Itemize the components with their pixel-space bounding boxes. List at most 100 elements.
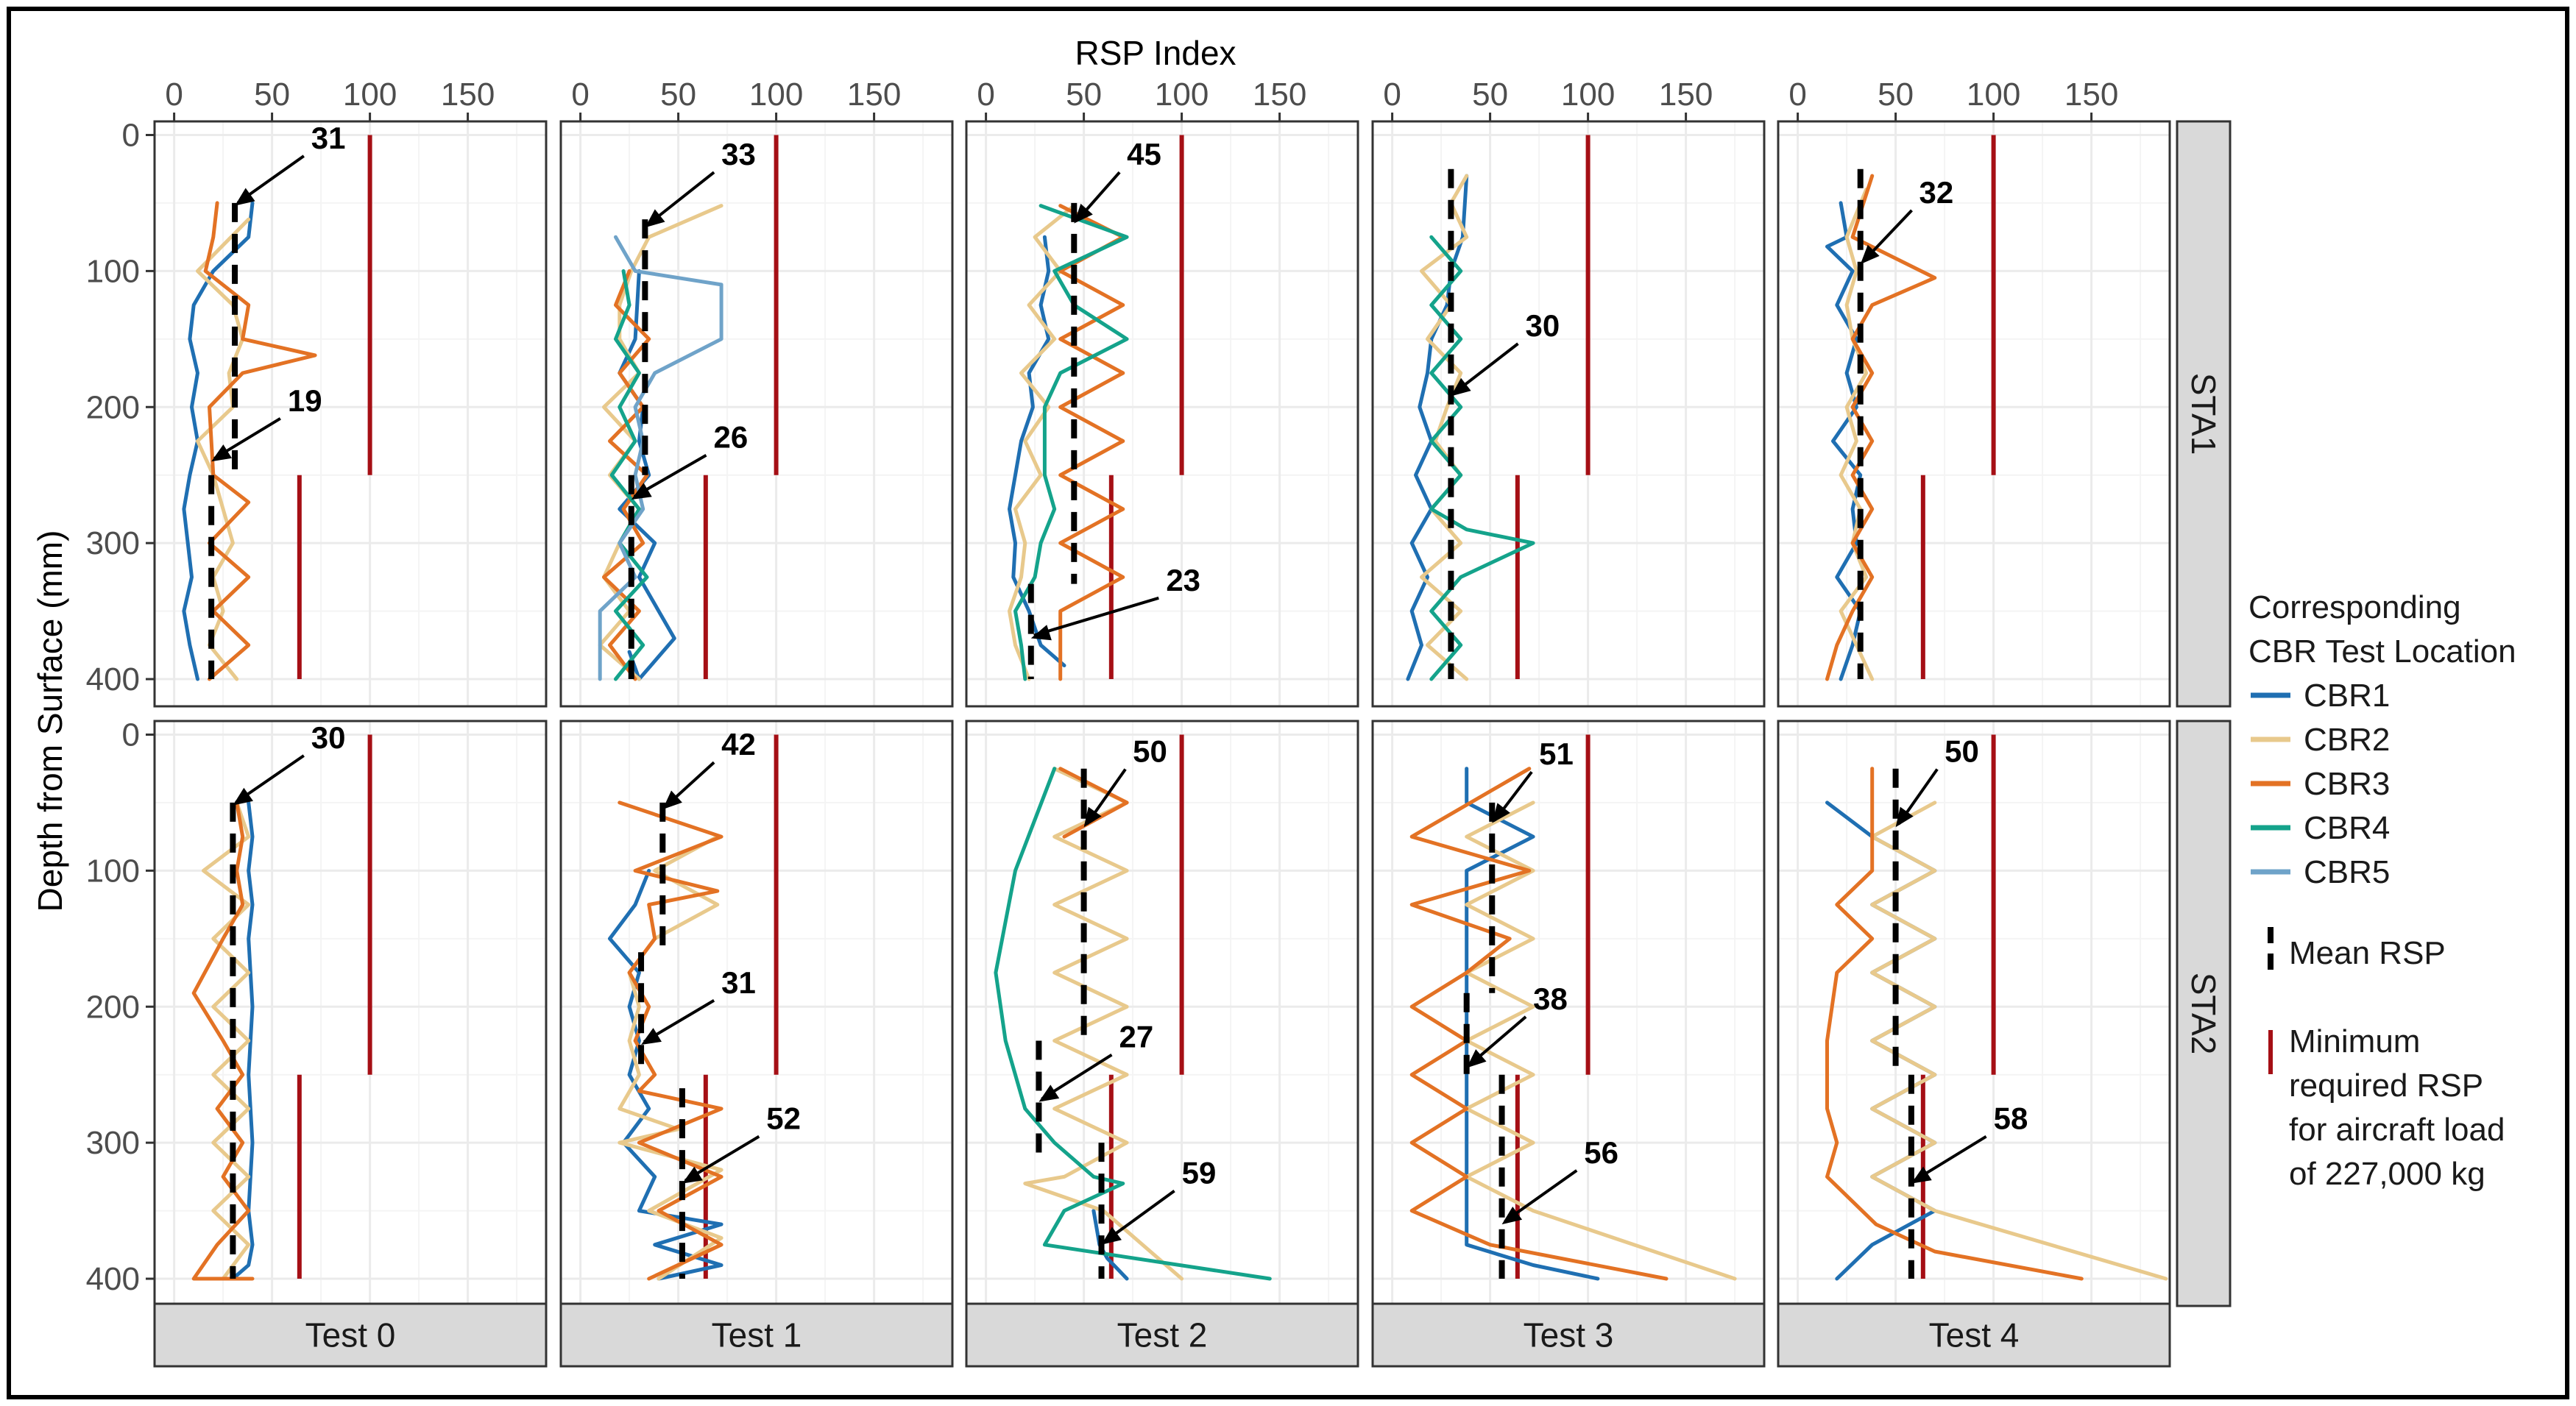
y-tick-label: 200 (86, 389, 140, 425)
series-line-cbr1 (230, 800, 255, 1281)
annotation-label: 27 (1119, 1020, 1153, 1054)
annotation-label: 50 (1133, 734, 1167, 768)
panel-background (1778, 721, 2170, 1306)
annotation-arrowhead (1030, 625, 1052, 641)
annotation-arrowhead (645, 209, 665, 228)
annotation-arrow (1033, 596, 1159, 637)
annotation-label: 23 (1166, 563, 1200, 597)
x-tick-label: 150 (441, 77, 495, 113)
legend-title-line2: CBR Test Location (2248, 633, 2516, 670)
panels: 31 19 33 26 45 23 30 32 30 42 31 52 50 27 59 51 38 56 50 58… (86, 77, 2232, 1368)
column-strip-label: Test 4 (1929, 1316, 2020, 1354)
panel-border (965, 120, 1359, 708)
annotation-arrowhead (1038, 1084, 1060, 1102)
x-tick-label: 100 (1155, 77, 1209, 113)
annotation-label: 26 (713, 420, 748, 455)
series-line-cbr3 (203, 201, 317, 681)
x-tick-label: 150 (1659, 77, 1713, 113)
legend-label-cbr5: CBR5 (2304, 854, 2390, 890)
column-strip-label: Test 0 (305, 1316, 396, 1354)
annotation-arrowhead (631, 483, 652, 500)
panel-data: 30 (1406, 135, 1590, 681)
panel (561, 721, 952, 1306)
panel-data: 50 27 59 (994, 734, 1272, 1281)
column-strip (153, 1302, 548, 1368)
x-tick-label: 100 (1967, 77, 2020, 113)
series-line-cbr4 (994, 767, 1272, 1281)
y-tick-label: 100 (86, 853, 140, 889)
legend-min-label-4: of 227,000 kg (2289, 1156, 2485, 1192)
panel-data: 32 (1825, 135, 1996, 681)
panel-background (1778, 121, 2170, 706)
x-tick-label: 50 (254, 77, 290, 113)
panel-border (153, 120, 548, 708)
series-line-cbr3 (1058, 204, 1125, 681)
panel-data: 30 (191, 720, 372, 1281)
panel (155, 121, 546, 706)
panel-border (1371, 120, 1766, 708)
series-line-cbr1 (1008, 235, 1066, 667)
y-tick-label: 0 (122, 717, 140, 753)
series-line-cbr2 (1023, 767, 1184, 1281)
x-tick-label: 0 (977, 77, 994, 113)
annotation-arrowhead (211, 444, 233, 462)
annotation-arrowhead (1451, 377, 1471, 397)
panel-background (966, 721, 1358, 1306)
y-tick-label: 300 (86, 525, 140, 561)
y-tick-label: 400 (86, 661, 140, 697)
panel-data: 31 19 (182, 121, 372, 681)
row-strip (2176, 120, 2232, 708)
panel-background (1373, 121, 1764, 706)
x-tick-label: 100 (749, 77, 803, 113)
x-tick-label: 150 (1253, 77, 1306, 113)
annotation-label: 38 (1533, 981, 1568, 1016)
panel-data: 42 31 52 (608, 727, 801, 1281)
panel-data: 45 23 (1008, 135, 1200, 681)
row-strip-label: STA1 (2184, 373, 2223, 455)
series-line-cbr4 (1429, 235, 1535, 681)
panel-border (1777, 120, 2171, 708)
annotation-arrowhead (1074, 203, 1093, 224)
annotation-label: 56 (1584, 1135, 1618, 1170)
series-line-cbr2 (1008, 204, 1076, 681)
annotation-arrowhead (1501, 1206, 1523, 1225)
x-tick-label: 150 (2064, 77, 2118, 113)
annotation-label: 31 (311, 121, 346, 155)
annotation-arrowhead (233, 787, 254, 806)
annotation-arrowhead (641, 1028, 662, 1045)
legend-label-cbr2: CBR2 (2304, 722, 2390, 758)
figure-frame (7, 7, 2569, 1399)
legend-min-label-2: required RSP (2289, 1068, 2483, 1104)
annotation-arrowhead (1083, 806, 1102, 828)
series-line-cbr2 (202, 800, 251, 1281)
y-tick-label: 300 (86, 1125, 140, 1161)
panel-background (1373, 721, 1764, 1306)
annotation-arrowhead (1466, 1049, 1487, 1068)
y-tick-label: 0 (122, 117, 140, 153)
annotation-label: 52 (766, 1101, 801, 1136)
panel (1778, 121, 2170, 706)
series-line-cbr4 (609, 269, 649, 681)
x-axis-title: RSP Index (1075, 34, 1236, 72)
column-strip (559, 1302, 954, 1368)
legend-title-line1: Corresponding (2248, 589, 2461, 625)
x-tick-label: 0 (571, 77, 589, 113)
annotation-label: 33 (721, 137, 756, 171)
annotation-arrowhead (235, 188, 255, 206)
x-tick-label: 0 (1788, 77, 1806, 113)
panel-data: 33 26 (598, 135, 779, 681)
row-strip-label: STA2 (2184, 973, 2223, 1055)
x-tick-label: 100 (343, 77, 397, 113)
series-line-cbr1 (1825, 201, 1863, 681)
annotation-label: 19 (288, 383, 322, 418)
panel (561, 121, 952, 706)
column-strip (965, 1302, 1359, 1368)
series-line-cbr3 (618, 800, 723, 1281)
annotation-arrowhead (1492, 803, 1510, 823)
panel (1373, 121, 1764, 706)
column-strip-label: Test 3 (1524, 1316, 1614, 1354)
series-line-cbr2 (1839, 187, 1875, 681)
legend-min-label-1: Minimum (2289, 1023, 2420, 1059)
x-tick-label: 0 (1383, 77, 1401, 113)
